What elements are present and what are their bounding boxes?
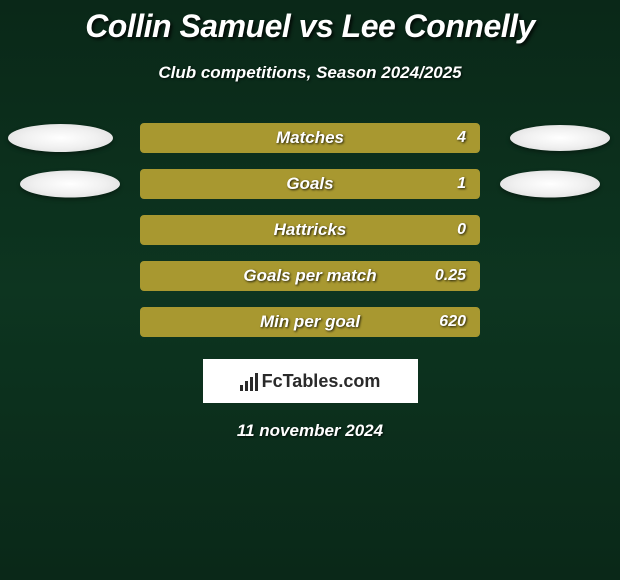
stat-label: Hattricks	[274, 220, 347, 240]
logo-chart-icon	[240, 371, 258, 391]
stat-value: 620	[439, 313, 466, 331]
stat-label: Min per goal	[260, 312, 360, 332]
logo-content: FcTables.com	[240, 371, 381, 392]
stat-value: 4	[457, 129, 466, 147]
stat-value: 1	[457, 175, 466, 193]
right-ellipse-icon	[500, 171, 600, 198]
stat-row-hattricks: Hattricks 0	[0, 215, 620, 245]
stat-bar: Goals 1	[140, 169, 480, 199]
stat-label: Goals	[286, 174, 333, 194]
stat-label: Goals per match	[243, 266, 376, 286]
stat-row-goals: Goals 1	[0, 169, 620, 199]
left-ellipse-icon	[8, 124, 113, 152]
footer-date: 11 november 2024	[0, 421, 620, 441]
stat-bar: Min per goal 620	[140, 307, 480, 337]
stat-row-min-per-goal: Min per goal 620	[0, 307, 620, 337]
main-container: Collin Samuel vs Lee Connelly Club compe…	[0, 0, 620, 580]
page-title: Collin Samuel vs Lee Connelly	[0, 8, 620, 45]
stat-value: 0.25	[435, 267, 466, 285]
logo-text: FcTables.com	[262, 371, 381, 392]
page-subtitle: Club competitions, Season 2024/2025	[0, 63, 620, 83]
stat-bar: Matches 4	[140, 123, 480, 153]
stat-row-goals-per-match: Goals per match 0.25	[0, 261, 620, 291]
stat-bar: Hattricks 0	[140, 215, 480, 245]
stats-section: Matches 4 Goals 1 Hattricks 0 Goals per …	[0, 123, 620, 337]
left-ellipse-icon	[20, 171, 120, 198]
stat-value: 0	[457, 221, 466, 239]
logo-box[interactable]: FcTables.com	[203, 359, 418, 403]
right-ellipse-icon	[510, 125, 610, 151]
stat-label: Matches	[276, 128, 344, 148]
stat-bar: Goals per match 0.25	[140, 261, 480, 291]
stat-row-matches: Matches 4	[0, 123, 620, 153]
